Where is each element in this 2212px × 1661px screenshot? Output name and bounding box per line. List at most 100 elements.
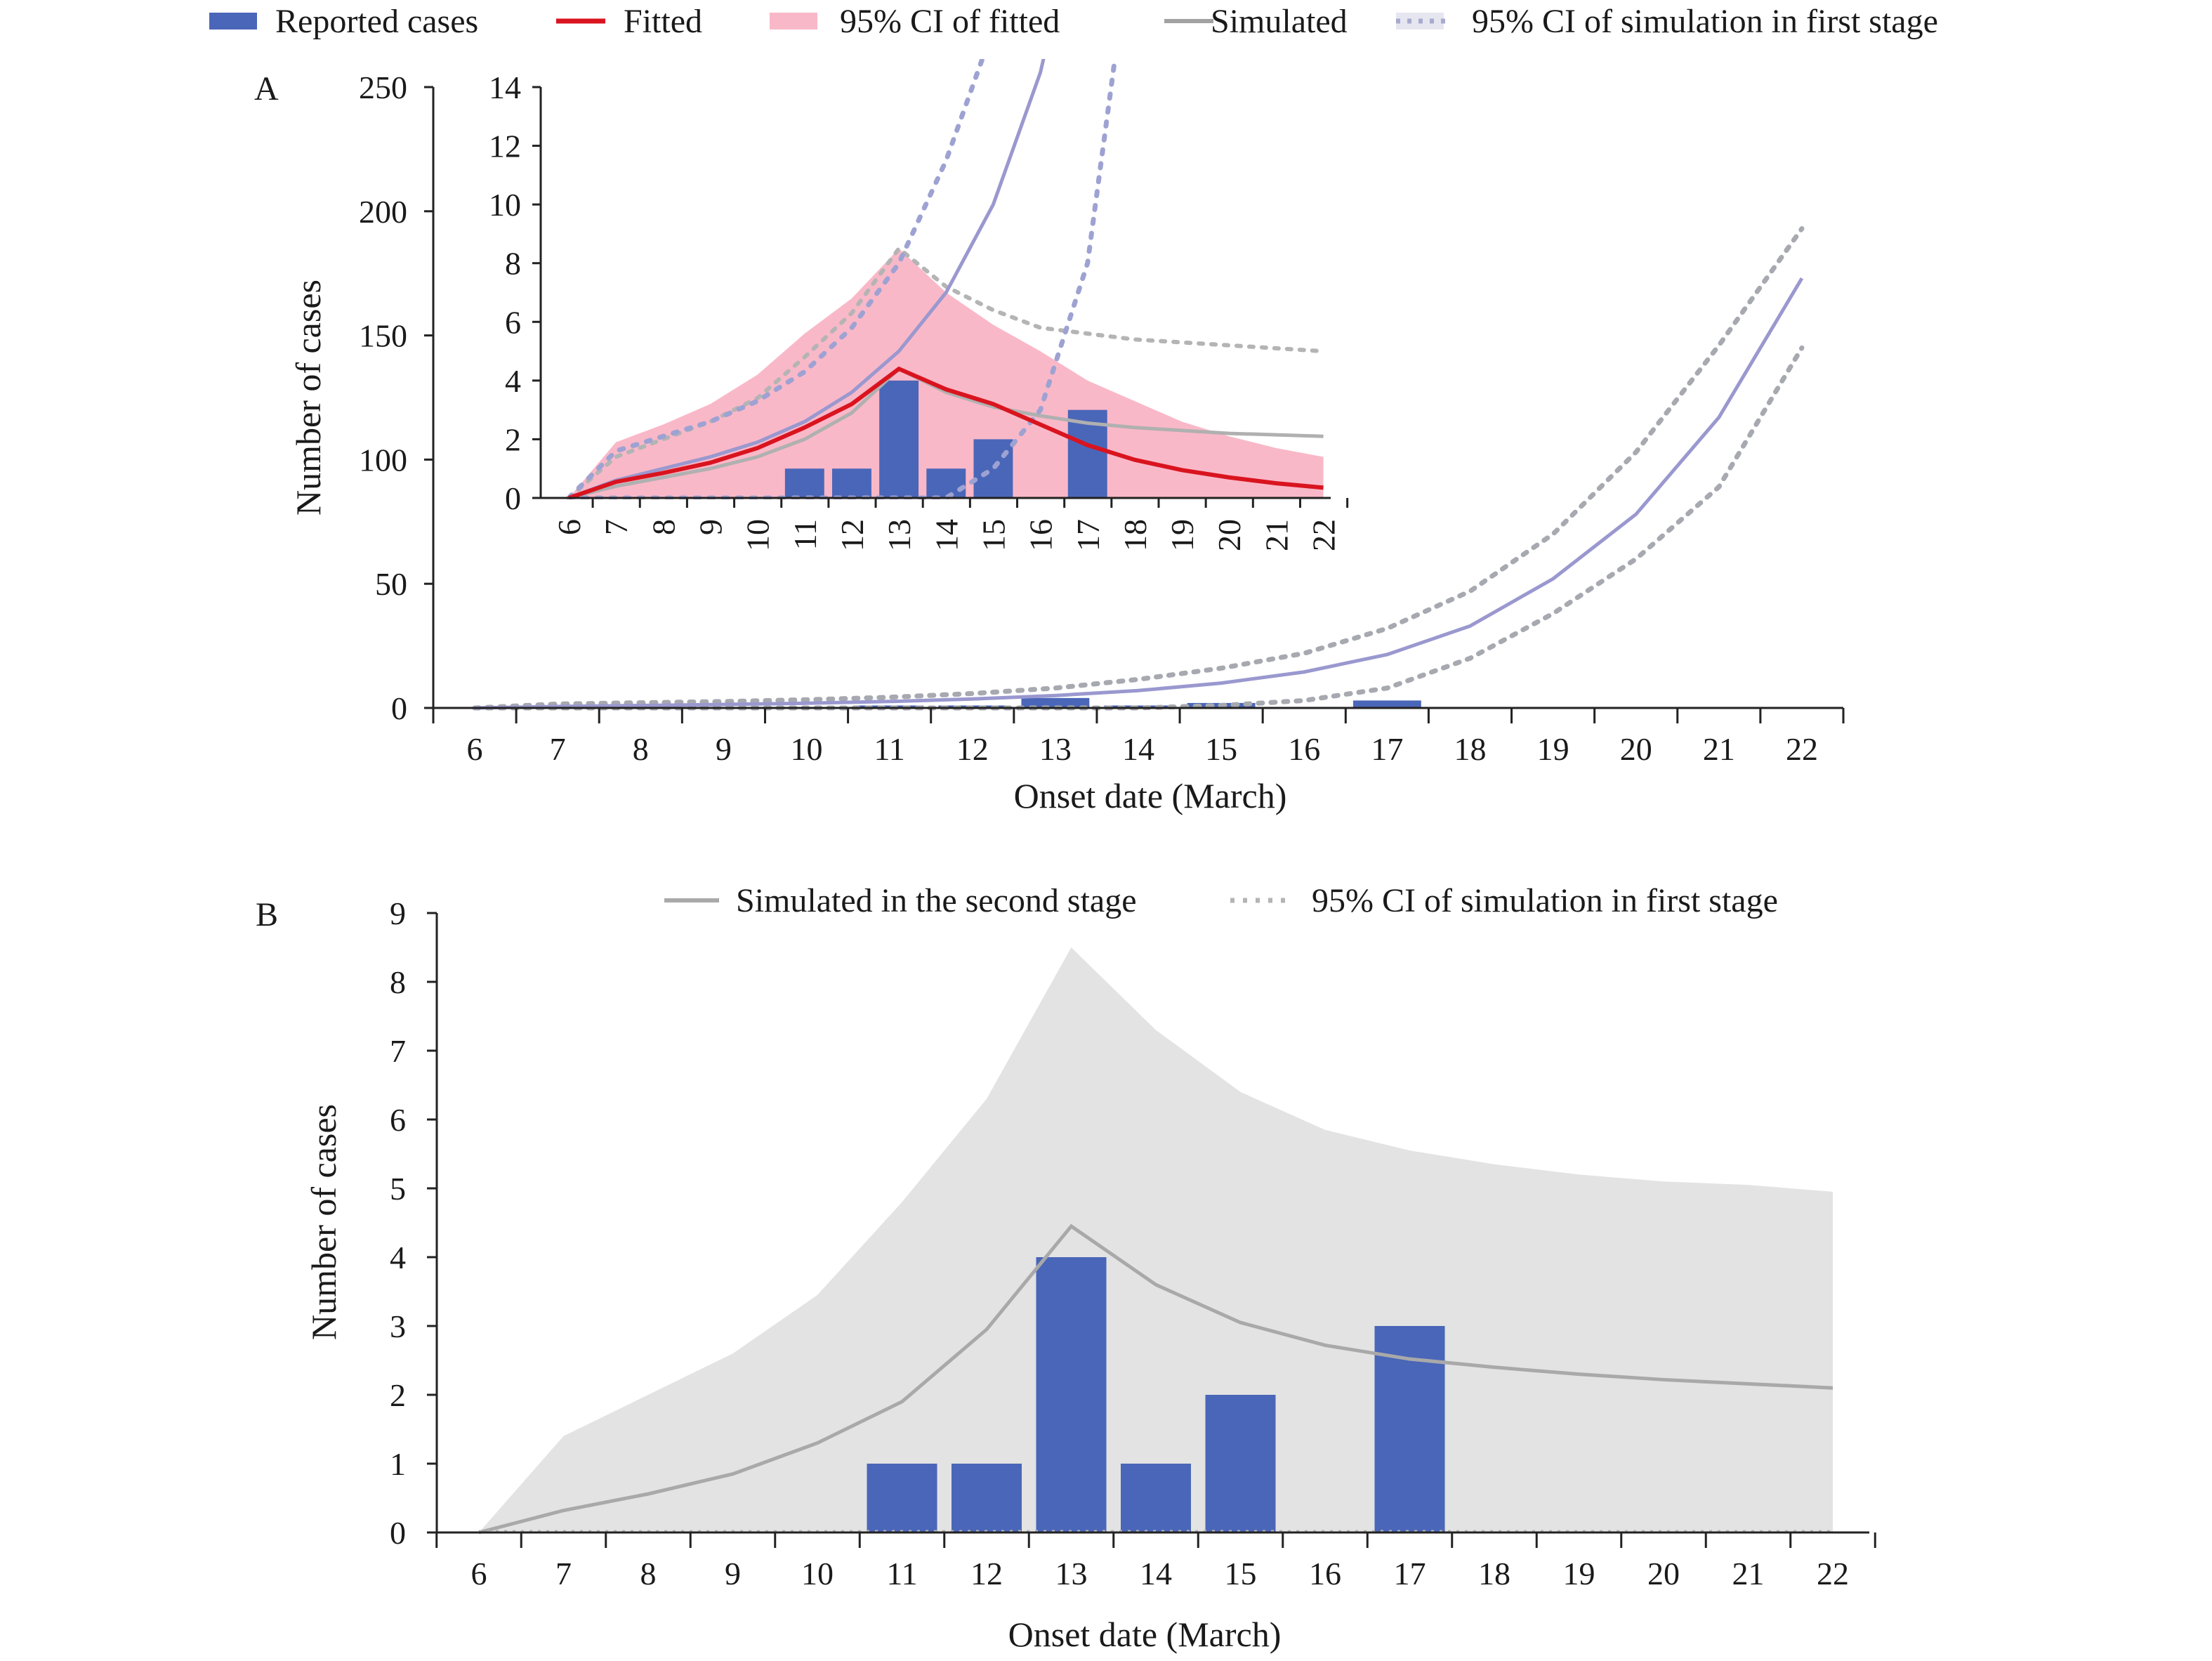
inset-bar xyxy=(973,439,1013,498)
inset-x-tick-label: 12 xyxy=(834,519,870,551)
inset-x-tick-label: 15 xyxy=(975,519,1011,551)
panel-b-bar xyxy=(1036,1257,1107,1532)
panel-b-bar xyxy=(1205,1395,1276,1532)
inset-x-tick-label: 18 xyxy=(1117,519,1153,551)
panel-a-x-tick-label: 10 xyxy=(791,731,823,767)
legend-simulated-label: Simulated xyxy=(1211,3,1348,40)
panel-a-x-tick-label: 19 xyxy=(1537,731,1569,767)
inset-x-tick-label: 9 xyxy=(692,519,728,535)
panel-b-y-tick-label: 8 xyxy=(390,964,406,1000)
inset-x-tick-label: 10 xyxy=(740,519,776,551)
panel-a-x-tick-label: 18 xyxy=(1454,731,1486,767)
panel-b-x-title: Onset date (March) xyxy=(1008,1615,1282,1654)
legend-b-ci-label: 95% CI of simulation in first stage xyxy=(1312,882,1778,919)
panel-b-y-ticks: 0 1 2 3 4 5 6 7 8 9 xyxy=(390,895,437,1551)
inset-x-tick-label: 16 xyxy=(1023,519,1059,551)
inset-y-tick-label: 14 xyxy=(489,70,521,105)
panel-a-x-tick-label: 12 xyxy=(956,731,989,767)
inset-y-ticks: 0 2 4 6 8 10 12 14 xyxy=(489,70,541,516)
inset-x-tick-label: 13 xyxy=(881,519,917,551)
panel-b-x-tick-label: 6 xyxy=(471,1556,487,1591)
panel-b-y-tick-label: 5 xyxy=(390,1171,406,1207)
panel-b-x-tick-label: 21 xyxy=(1732,1556,1765,1591)
inset-bar xyxy=(832,468,871,498)
panel-a-x-tick-label: 15 xyxy=(1205,731,1237,767)
inset-ci-fitted-area xyxy=(569,248,1324,498)
panel-a-x-tick-label: 16 xyxy=(1288,731,1320,767)
inset-y-tick-label: 0 xyxy=(505,480,521,516)
panel-a-x-tick-label: 6 xyxy=(467,731,483,767)
inset-x-tick-label: 6 xyxy=(551,519,587,535)
panel-b-x-tick-label: 18 xyxy=(1478,1556,1510,1591)
panel-b-x-tick-label: 8 xyxy=(640,1556,657,1591)
inset-x-tick-label: 22 xyxy=(1306,519,1342,551)
panel-b-y-tick-label: 7 xyxy=(390,1033,406,1069)
panel-b-y-tick-label: 1 xyxy=(390,1446,406,1482)
panel-a-bar xyxy=(1021,697,1090,708)
panel-b-bar xyxy=(867,1464,937,1532)
inset-x-tick-label: 14 xyxy=(928,519,964,551)
panel-b-x-tick-label: 15 xyxy=(1225,1556,1257,1591)
inset-second-stage-ci xyxy=(567,245,1326,499)
panel-b-bar xyxy=(952,1464,1022,1532)
panel-b-x-tick-label: 7 xyxy=(555,1556,572,1591)
inset-y-tick-label: 6 xyxy=(505,304,521,340)
panel-b-ci-band xyxy=(479,947,1833,1532)
panel-a-y-tick-label: 50 xyxy=(375,566,407,602)
panel-a-y-tick-label: 100 xyxy=(359,442,407,478)
panel-b-x-tick-label: 19 xyxy=(1563,1556,1595,1591)
inset-second-stage-line xyxy=(568,367,1324,499)
panel-a-y-tick-label: 0 xyxy=(391,690,407,726)
legend-top: Reported cases Fitted 95% CI of fitted S… xyxy=(209,3,1938,40)
legend-reported-label: Reported cases xyxy=(275,3,478,40)
panel-a-y-tick-label: 150 xyxy=(359,318,407,354)
panel-b-y-tick-label: 3 xyxy=(390,1308,406,1344)
panel-b-y-tick-label: 9 xyxy=(390,895,406,931)
panel-b-x-tick-label: 10 xyxy=(801,1556,834,1591)
legend-ci-fitted-swatch xyxy=(770,13,817,29)
panel-a-x-tick-label: 8 xyxy=(633,731,649,767)
inset-x-tick-label: 21 xyxy=(1258,519,1294,551)
inset-x-tick-label: 7 xyxy=(598,519,634,535)
panel-b-x-tick-label: 20 xyxy=(1647,1556,1680,1591)
inset-y-tick-label: 4 xyxy=(505,363,521,399)
panel-a-label: A xyxy=(254,70,279,107)
panel-a-y-title: Number of cases xyxy=(289,280,328,516)
panel-b-y-tick-label: 4 xyxy=(390,1240,406,1275)
legend-ci-fitted-label: 95% CI of fitted xyxy=(840,3,1060,40)
panel-a-x-title: Onset date (March) xyxy=(1014,776,1287,815)
panel-a-x-tick-label: 20 xyxy=(1620,731,1652,767)
panel-b-x-tick-label: 11 xyxy=(886,1556,917,1591)
inset-x-ticks: 6 7 8 9 10 11 12 13 14 15 16 17 18 19 20 21 22 xyxy=(551,498,1349,551)
inset-bar xyxy=(784,468,824,498)
panel-b-plot xyxy=(478,947,1834,1535)
panel-b-bar xyxy=(1121,1464,1191,1532)
panel-b-label: B xyxy=(256,896,278,933)
panel-b-x-tick-label: 14 xyxy=(1140,1556,1172,1591)
inset-x-tick-label: 19 xyxy=(1164,519,1200,551)
panel-a-x-tick-label: 9 xyxy=(716,731,732,767)
legend-fitted-label: Fitted xyxy=(624,3,702,40)
panel-b: B Simulated in the second stage 95% CI o… xyxy=(256,882,1876,1654)
panel-b-x-tick-label: 22 xyxy=(1817,1556,1849,1591)
panel-b-x-ticks: 6 7 8 9 10 11 12 13 14 15 16 17 18 19 20 21 22 xyxy=(435,1532,1876,1591)
panel-a-x-tick-label: 11 xyxy=(874,731,904,767)
legend-ci-simulation-label: 95% CI of simulation in first stage xyxy=(1472,3,1938,40)
panel-b-x-tick-label: 17 xyxy=(1394,1556,1426,1591)
panel-a-bar xyxy=(1352,700,1421,708)
inset-bar xyxy=(879,380,919,498)
inset-x-tick-label: 11 xyxy=(787,519,823,550)
inset-fitted-line xyxy=(568,366,1324,499)
panel-b-x-tick-label: 16 xyxy=(1309,1556,1341,1591)
panel-a-x-tick-label: 14 xyxy=(1122,731,1154,767)
inset-x-tick-label: 17 xyxy=(1070,519,1106,551)
panel-b-x-tick-label: 9 xyxy=(725,1556,741,1591)
panel-a-x-tick-label: 21 xyxy=(1703,731,1735,767)
panel-b-simulated-line xyxy=(478,1223,1834,1535)
panel-a-x-ticks: 6 7 8 9 10 11 12 13 14 15 16 17 18 19 20 21 22 xyxy=(432,708,1845,767)
panel-b-y-title: Number of cases xyxy=(304,1104,343,1340)
panel-a-y-ticks: 0 50 100 150 200 250 xyxy=(359,70,433,726)
inset-y-tick-label: 12 xyxy=(489,129,521,164)
